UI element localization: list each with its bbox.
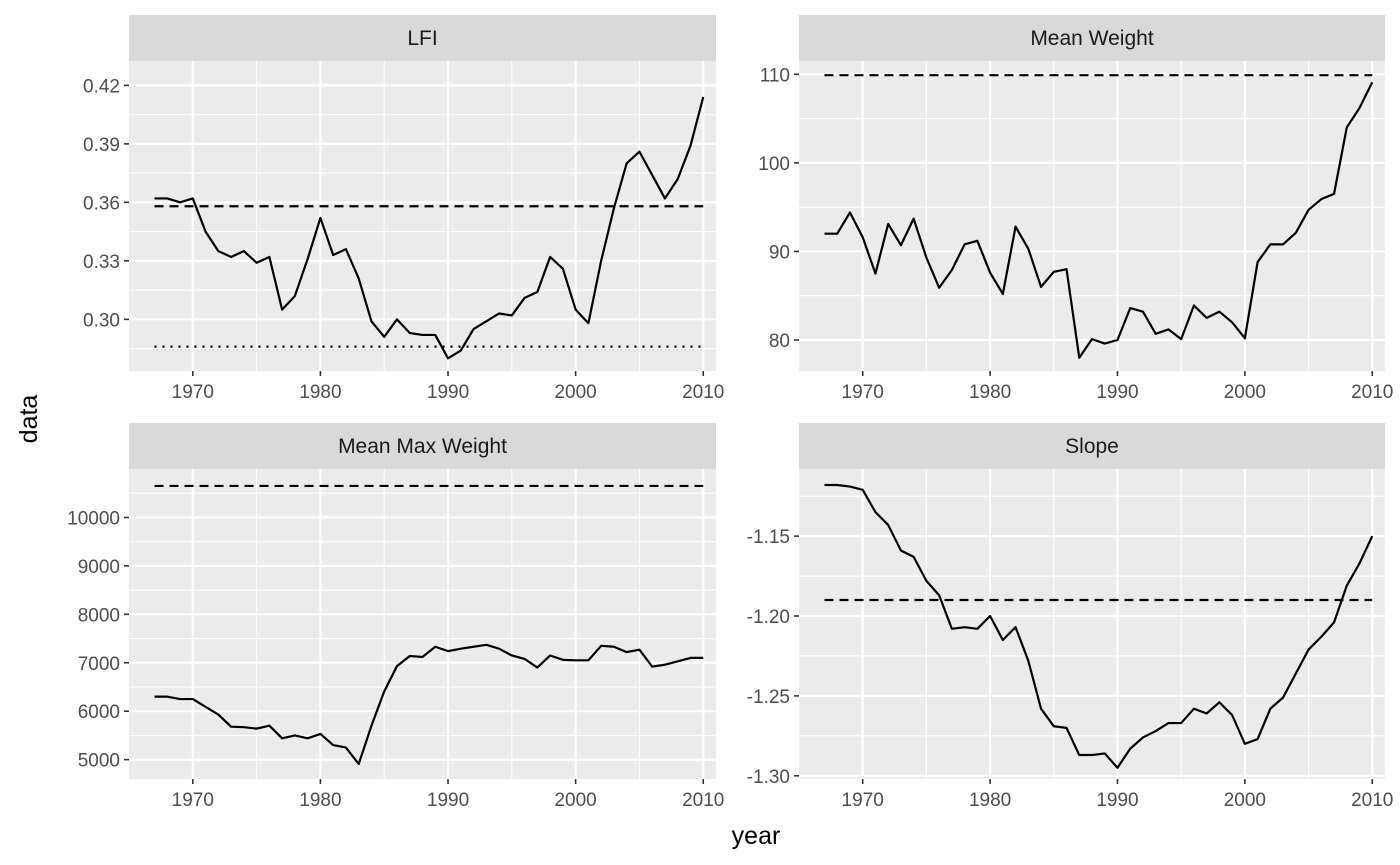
panel-mean-weight: Mean Weight 1970 1980 1990 2000 2010 80 90 100 11… [758, 15, 1393, 403]
y-tick-label: 6000 [78, 702, 120, 723]
x-tick-label: 2010 [1351, 790, 1393, 811]
x-tick-label: 1970 [172, 790, 214, 811]
facet-strip [129, 15, 716, 61]
y-tick-label: 90 [769, 242, 790, 263]
x-tick-label: 2000 [1224, 790, 1266, 811]
y-tick-label: 110 [760, 65, 790, 86]
x-tick-label: 1990 [427, 382, 469, 403]
panel-background [129, 61, 716, 371]
x-tick-label: 1980 [969, 382, 1011, 403]
y-tick-label: 80 [769, 331, 790, 352]
facet-strip [799, 423, 1385, 469]
y-tick-label: 10000 [67, 508, 120, 529]
facet-title: Mean Weight [1030, 27, 1154, 50]
series-line [154, 96, 705, 360]
x-tick-label: 1970 [842, 790, 884, 811]
series-line [154, 643, 704, 766]
facet-title: Mean Max Weight [338, 435, 507, 458]
y-tick-label: -1.30 [747, 767, 790, 788]
y-tick-label: -1.15 [747, 527, 790, 548]
y-tick-label: 9000 [78, 557, 120, 578]
y-tick-label: 0.39 [83, 135, 120, 156]
x-tick-label: 1990 [427, 790, 469, 811]
panel-background [799, 61, 1385, 371]
facet-title: LFI [407, 27, 437, 50]
y-tick-label: 8000 [78, 605, 120, 626]
y-tick-label: 0.36 [83, 193, 120, 214]
panel-background [799, 469, 1385, 779]
x-tick-label: 1990 [1096, 790, 1138, 811]
x-tick-label: 1990 [1096, 382, 1138, 403]
x-tick-label: 2010 [682, 790, 724, 811]
x-tick-label: 1980 [969, 790, 1011, 811]
x-tick-label: 1980 [299, 382, 341, 403]
y-tick-label: 100 [758, 154, 790, 175]
y-tick-label: 0.33 [83, 252, 120, 273]
y-tick-label: 7000 [78, 654, 120, 675]
y-tick-label: -1.20 [747, 607, 790, 628]
x-tick-label: 1980 [299, 790, 341, 811]
x-tick-label: 2000 [554, 790, 596, 811]
series-line [824, 483, 1374, 769]
x-tick-label: 1970 [172, 382, 214, 403]
x-axis-title: year [732, 822, 781, 850]
x-tick-label: 2000 [554, 382, 596, 403]
panel-slope: Slope 1970 1980 1990 2000 2010 -1.30 -1.25 -1.20… [747, 423, 1393, 811]
x-tick-label: 2010 [1351, 382, 1393, 403]
series-line [824, 81, 1374, 359]
x-tick-label: 1970 [842, 382, 884, 403]
facet-strip [799, 15, 1385, 61]
x-tick-label: 2000 [1224, 382, 1266, 403]
facet-strip [129, 423, 716, 469]
y-tick-label: -1.25 [747, 687, 790, 708]
panel-mean-max-weight: Mean Max Weight 1970 1980 1990 2000 2010 5000 6… [67, 423, 724, 811]
panel-lfi: LFI 1970 1980 1990 2000 2010 0.30 0.33 0.36 0.39 0… [83, 15, 724, 403]
y-tick-label: 0.30 [83, 310, 120, 331]
facet-title: Slope [1065, 435, 1119, 458]
y-tick-label: 5000 [78, 751, 120, 772]
panel-background [129, 469, 716, 779]
x-tick-label: 2010 [682, 382, 724, 403]
y-tick-label: 0.42 [83, 76, 120, 97]
y-axis-title: data [15, 395, 43, 444]
